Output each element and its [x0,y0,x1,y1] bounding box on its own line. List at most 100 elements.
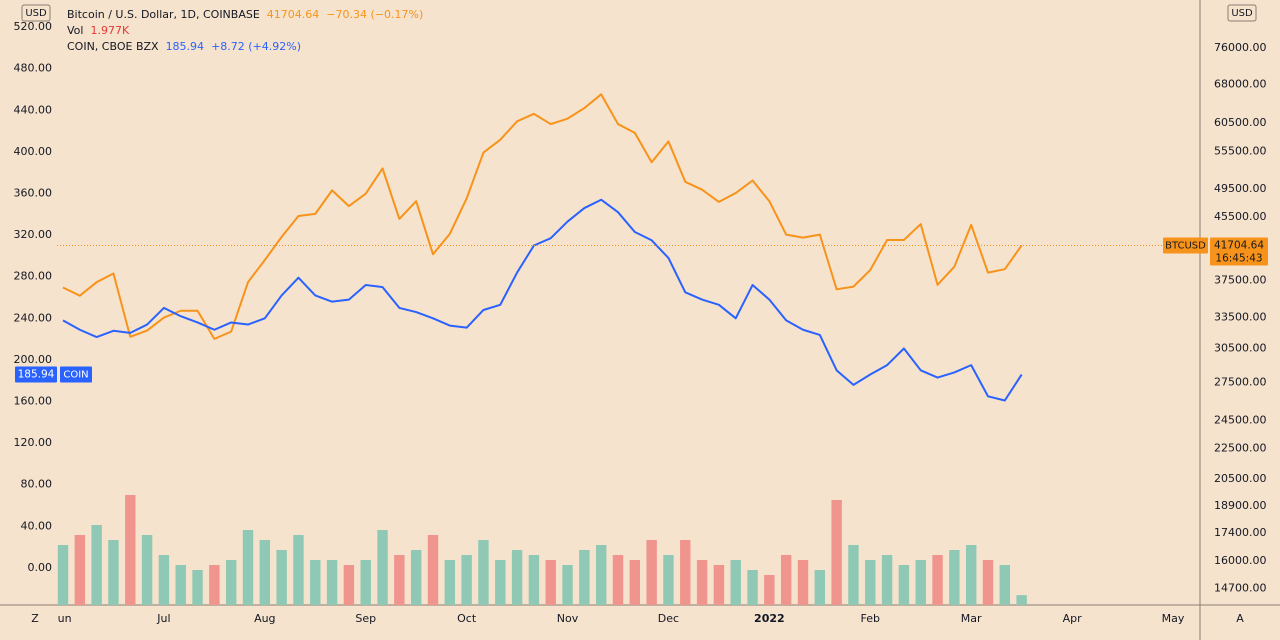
series-tag-label: COIN [63,370,88,381]
volume-bar [562,565,573,605]
volume-bar [360,560,371,605]
volume-bar [713,565,725,605]
volume-bar [949,550,960,605]
x-tick-label: Aug [254,612,275,625]
volume-bar [427,535,439,605]
volume-bar [965,545,977,605]
x-tick-label: Feb [861,612,880,625]
volume-bar [276,550,287,605]
x-tick-label: Oct [457,612,477,625]
y-tick-label: 280.00 [14,270,53,283]
overlay: 0.00 40.00 80.00 120.00 160.00 200.00 240.00 28… [14,4,1268,625]
y2-tick-label: 45500.00 [1214,210,1267,223]
y-tick-label: 320.00 [14,228,53,241]
volume-bar [141,535,153,605]
x-axis: Jun Jul Aug Sep Oct Nov Dec 2022 Feb Mar Apr May [53,612,1185,625]
legend-text: COIN, CBOE BZX [67,40,159,53]
y2-tick-label: 30500.00 [1214,341,1267,354]
currency-label[interactable]: USD [1231,8,1253,19]
y-tick-label: 440.00 [14,103,53,116]
legend-text: 1.977K [90,24,129,37]
legend-text: Vol [67,24,83,37]
currency-box[interactable] [1227,4,1257,22]
volume-bar [259,540,271,605]
volume-bar [225,560,237,605]
volume-bar [74,535,86,605]
y-tick-label: 160.00 [14,395,53,408]
legend-text: 185.94 [166,40,205,53]
volume-bar [444,560,456,605]
price-line [62,198,1023,402]
series-tag-label: BTCUSD [1165,240,1206,251]
x-tick-label: Jun [53,612,71,625]
volume-bar [242,530,254,605]
volume-bar [831,500,842,605]
volume-bar [848,545,859,605]
volume-bar [495,560,506,605]
volume-bar [898,565,910,605]
y2-tick-label: 33500.00 [1214,311,1267,324]
volume-bar [915,560,926,605]
volume-bar [91,525,102,605]
y2-tick-label: 60500.00 [1214,116,1267,129]
volume-bar [932,555,943,605]
volume-bar [545,560,556,605]
y-tick-label: 80.00 [21,478,53,491]
y-tick-label: 40.00 [21,519,53,532]
volume-bar [209,565,220,605]
volume-bar [629,560,641,605]
volume-bar [394,555,405,605]
y2-tick-label: 68000.00 [1214,77,1267,90]
y2-tick-label: 55500.00 [1214,144,1267,157]
y-tick-label: 240.00 [14,311,53,324]
y2-tick-label: 24500.00 [1214,414,1267,427]
x-tick-label: Nov [557,612,579,625]
currency-label[interactable]: USD [25,8,47,19]
y-tick-label: 120.00 [14,436,53,449]
y2-tick-label: 18900.00 [1214,499,1267,512]
volume-bar [1016,595,1027,605]
price-tag-value: 185.94 [18,369,55,381]
volume-bar [175,565,186,605]
volume-bar [814,570,826,605]
scale-button[interactable]: A [1236,612,1244,625]
y-tick-label: 400.00 [14,145,53,158]
currency-box[interactable] [21,4,51,22]
y2-tick-label: 14700.00 [1214,582,1267,595]
countdown: 16:45:43 [1215,252,1262,264]
volume-bar [511,550,523,605]
volume-bar [680,540,691,605]
volume-bar [696,560,708,605]
volume-bar [158,555,170,605]
y2-tick-label: 27500.00 [1214,376,1267,389]
scale-button[interactable]: Z [31,612,39,625]
x-tick-label: 2022 [754,612,785,625]
series-tag [60,366,92,383]
y2-tick-label: 49500.00 [1214,182,1267,195]
volume-bar [982,560,994,605]
y-tick-label: 360.00 [14,186,53,199]
y2-tick-label: 17400.00 [1214,526,1267,539]
volume-bar [528,555,540,605]
y2-tick-label: 76000.00 [1214,41,1267,54]
volume-bar [108,540,119,605]
volume-bar [663,555,674,605]
y-tick-label: 200.00 [14,353,53,366]
legend-text: +8.72 (+4.92%) [211,40,301,53]
volume-bar [764,575,775,605]
volume-bar [478,540,489,605]
y2-tick-label: 16000.00 [1214,554,1267,567]
x-tick-label: Dec [658,612,679,625]
volume-bar [780,555,792,605]
price-line [62,93,1023,340]
y2-tick-label: 22500.00 [1214,442,1267,455]
x-tick-label: May [1162,612,1185,625]
y-tick-label: 480.00 [14,62,53,75]
volume-bar [310,560,321,605]
volume-bar [57,545,69,605]
volume-bar [293,535,304,605]
x-tick-label: Apr [1063,612,1083,625]
